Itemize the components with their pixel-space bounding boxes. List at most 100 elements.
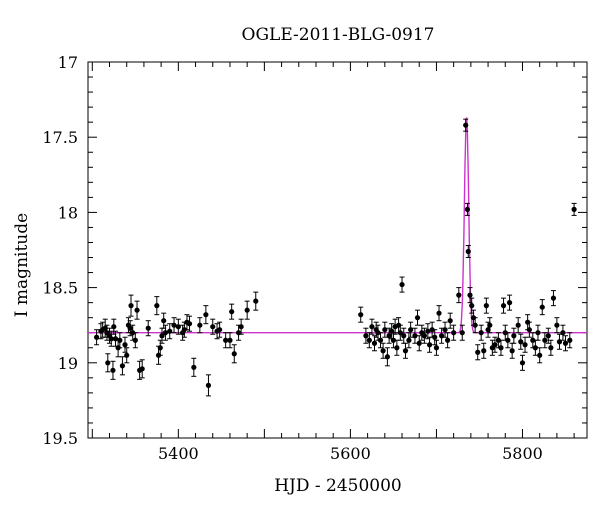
data-point (369, 318, 375, 335)
point-marker (429, 327, 435, 333)
data-point (556, 333, 563, 350)
data-point (366, 332, 372, 349)
data-point (487, 317, 493, 334)
model-curve (88, 117, 587, 334)
point-marker (159, 333, 165, 339)
point-marker (210, 324, 216, 330)
data-point (191, 357, 197, 377)
data-point (481, 342, 487, 359)
point-marker (253, 298, 259, 304)
data-point (562, 335, 569, 352)
point-marker (502, 330, 508, 336)
point-marker (371, 340, 378, 346)
point-marker (363, 333, 369, 339)
data-point (132, 332, 138, 349)
point-marker (526, 327, 532, 333)
data-point (467, 287, 473, 304)
data-point (145, 320, 151, 337)
data-point (483, 297, 489, 314)
data-point (554, 317, 560, 334)
point-marker (519, 360, 526, 366)
plot-frame (87, 61, 588, 439)
point-marker (530, 337, 536, 343)
x-axis-ticks (91, 62, 575, 438)
point-marker (197, 322, 203, 328)
y-tick-label: 19 (58, 354, 78, 373)
data-point (253, 291, 259, 311)
x-axis-label: HJD - 2450000 (274, 476, 402, 496)
point-marker (560, 330, 566, 336)
data-point (134, 300, 140, 320)
data-point (363, 327, 369, 344)
point-marker (456, 292, 462, 298)
point-marker (464, 206, 471, 212)
data-point (397, 324, 403, 341)
data-point (447, 312, 453, 329)
data-point (399, 276, 405, 293)
point-marker (145, 325, 151, 331)
point-marker (498, 345, 504, 351)
chart-title: OGLE-2011-BLG-0917 (242, 25, 435, 45)
data-point (402, 342, 409, 359)
data-point (117, 332, 123, 349)
point-marker (481, 348, 487, 354)
point-marker (542, 337, 548, 343)
data-point (515, 317, 521, 334)
data-point (171, 317, 177, 334)
data-point (110, 360, 116, 380)
data-point (421, 327, 427, 344)
point-marker (532, 345, 538, 351)
data-point (542, 332, 548, 349)
point-marker (244, 307, 250, 313)
data-point (244, 300, 250, 320)
point-marker (539, 304, 545, 310)
data-points (94, 118, 577, 397)
point-marker (495, 337, 501, 343)
point-marker (231, 351, 237, 357)
data-point (382, 321, 388, 338)
point-marker (110, 367, 116, 373)
data-point (94, 329, 100, 346)
point-marker (399, 281, 405, 288)
point-marker (478, 330, 484, 336)
data-point (197, 317, 203, 334)
point-marker (445, 337, 451, 343)
data-point (465, 244, 471, 259)
data-point (408, 321, 414, 338)
point-marker (535, 330, 541, 336)
point-marker (105, 360, 111, 366)
data-point (463, 118, 469, 132)
point-marker (469, 303, 475, 309)
point-marker (108, 336, 114, 342)
data-point (425, 323, 431, 340)
data-point (380, 342, 386, 359)
point-marker (132, 337, 138, 343)
data-point (384, 347, 390, 367)
point-marker (436, 310, 442, 316)
point-marker (394, 345, 400, 351)
x-tick-label: 5400 (158, 444, 199, 463)
point-marker (227, 337, 233, 343)
data-point (464, 202, 471, 216)
point-marker (463, 122, 469, 128)
point-marker (203, 312, 209, 318)
data-point (492, 336, 498, 353)
data-point (519, 354, 526, 371)
point-marker (162, 330, 169, 336)
point-marker (175, 324, 181, 330)
point-marker (397, 330, 403, 336)
data-point (112, 330, 119, 347)
data-point (426, 336, 433, 353)
data-point (526, 321, 532, 338)
data-point (229, 303, 235, 320)
point-marker (134, 307, 140, 313)
data-point (537, 347, 543, 364)
data-point (377, 332, 384, 349)
data-point (186, 315, 193, 332)
point-marker (119, 363, 126, 369)
data-point (127, 320, 133, 337)
point-marker (537, 352, 543, 358)
data-point (119, 356, 126, 376)
data-point (238, 318, 244, 335)
